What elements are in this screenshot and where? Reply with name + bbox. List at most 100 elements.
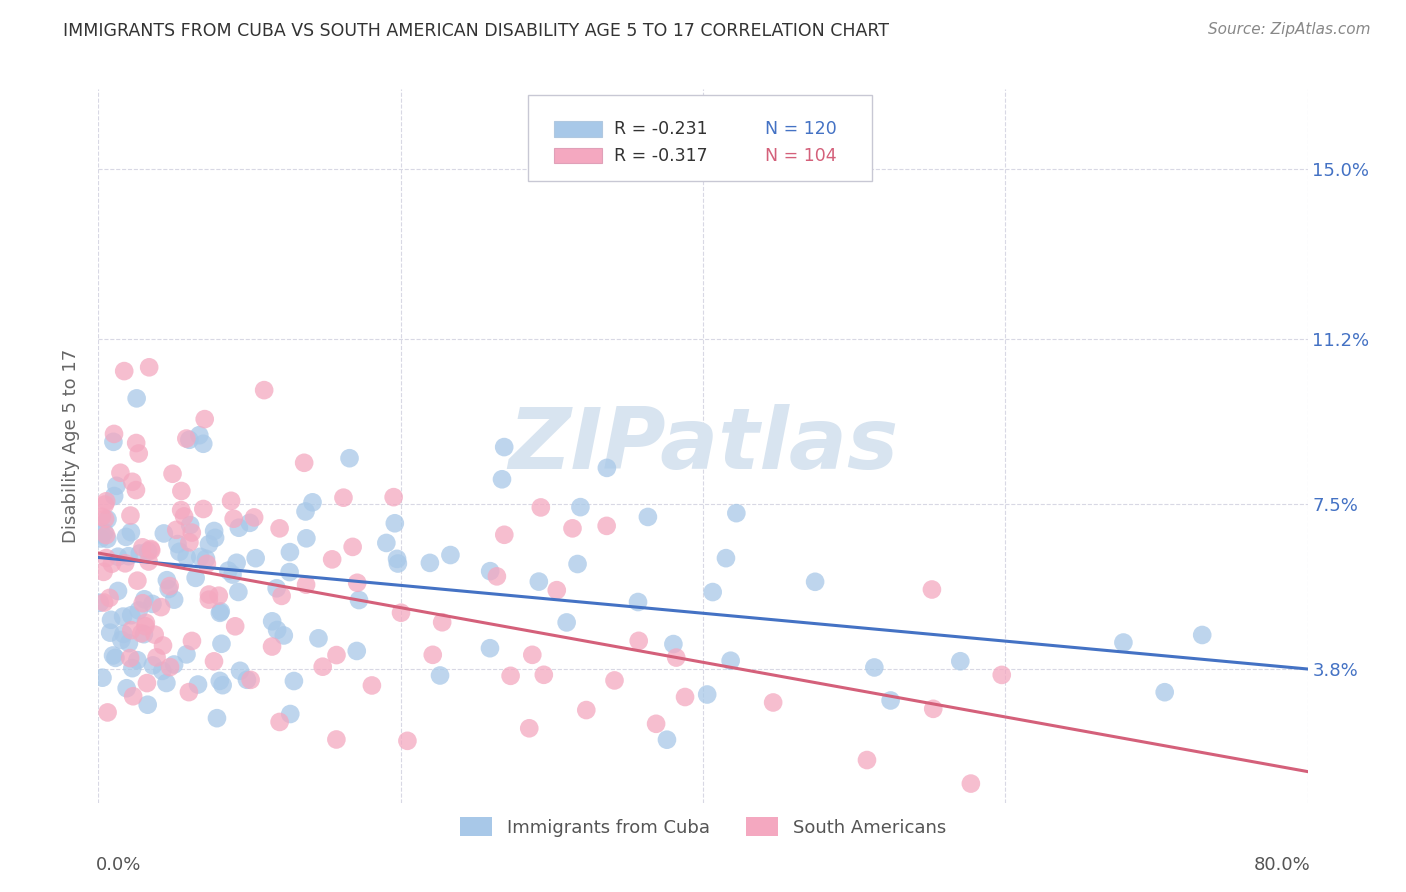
Point (217, 564, 239, 578)
Point (110, 466, 132, 480)
Point (131, 626, 153, 640)
Point (301, 495, 323, 509)
Point (139, 541, 162, 556)
Text: 0.0%: 0.0% (96, 856, 141, 874)
Point (163, 657, 186, 672)
Point (228, 521, 250, 535)
Point (260, 640, 283, 654)
Point (91, 671, 114, 685)
Point (312, 659, 335, 673)
Point (120, 525, 142, 540)
Point (208, 589, 231, 603)
Point (990, 668, 1012, 682)
Point (103, 489, 125, 503)
Point (347, 593, 370, 607)
Point (266, 623, 288, 637)
Point (187, 677, 209, 691)
Point (225, 556, 247, 570)
Text: R = -0.231: R = -0.231 (614, 120, 707, 138)
Point (179, 433, 201, 447)
Point (637, 510, 659, 524)
Point (308, 632, 330, 646)
Point (112, 609, 135, 624)
Point (211, 637, 233, 651)
Point (141, 543, 163, 558)
Point (673, 690, 696, 704)
Point (266, 582, 288, 596)
Point (209, 604, 232, 618)
Point (193, 502, 215, 516)
Point (960, 776, 983, 790)
Point (245, 551, 267, 566)
Point (375, 536, 398, 550)
Point (96, 532, 118, 546)
Text: R = -0.317: R = -0.317 (614, 146, 707, 164)
Point (211, 678, 233, 692)
Point (533, 668, 555, 682)
Point (696, 688, 718, 702)
Point (90, 532, 112, 546)
Point (94, 512, 117, 526)
Point (112, 364, 135, 378)
Point (136, 544, 159, 558)
Point (561, 521, 583, 535)
Point (339, 451, 361, 466)
Point (176, 648, 198, 662)
Point (159, 660, 181, 674)
Point (127, 574, 149, 588)
Point (131, 596, 153, 610)
Point (103, 426, 125, 441)
Point (278, 706, 301, 721)
Point (205, 711, 228, 725)
Point (134, 592, 156, 607)
Legend: Immigrants from Cuba, South Americans: Immigrants from Cuba, South Americans (453, 810, 953, 844)
FancyBboxPatch shape (527, 95, 872, 180)
Point (104, 651, 127, 665)
Point (122, 690, 145, 704)
Point (188, 428, 211, 442)
Point (184, 571, 207, 585)
Point (295, 577, 318, 591)
Point (494, 528, 516, 542)
Point (120, 508, 142, 523)
Point (295, 531, 318, 545)
Point (153, 526, 176, 541)
Point (141, 597, 163, 611)
Point (546, 583, 568, 598)
Text: IMMIGRANTS FROM CUBA VS SOUTH AMERICAN DISABILITY AGE 5 TO 17 CORRELATION CHART: IMMIGRANTS FROM CUBA VS SOUTH AMERICAN D… (63, 22, 889, 40)
Point (595, 519, 617, 533)
Point (342, 540, 364, 554)
Point (100, 613, 122, 627)
Point (202, 524, 225, 538)
Point (142, 658, 165, 673)
Y-axis label: Disability Age 5 to 17: Disability Age 5 to 17 (62, 349, 80, 543)
Point (96, 512, 118, 526)
Point (117, 549, 139, 564)
Point (93, 565, 115, 579)
Point (198, 588, 221, 602)
Point (346, 644, 368, 658)
Point (863, 660, 886, 674)
Point (522, 648, 544, 662)
Point (720, 654, 742, 668)
Point (569, 500, 592, 515)
Point (253, 383, 276, 397)
Point (120, 651, 142, 665)
Point (325, 732, 347, 747)
Point (221, 567, 243, 582)
Point (94, 528, 117, 542)
Point (385, 552, 408, 566)
Point (134, 619, 156, 633)
Point (384, 516, 406, 531)
Point (714, 551, 737, 566)
Point (107, 549, 129, 564)
Point (128, 603, 150, 617)
Point (269, 714, 291, 729)
Point (949, 654, 972, 668)
Point (105, 479, 128, 493)
Point (125, 392, 148, 406)
Point (208, 606, 231, 620)
Point (115, 530, 138, 544)
Point (121, 661, 143, 675)
Point (762, 696, 785, 710)
